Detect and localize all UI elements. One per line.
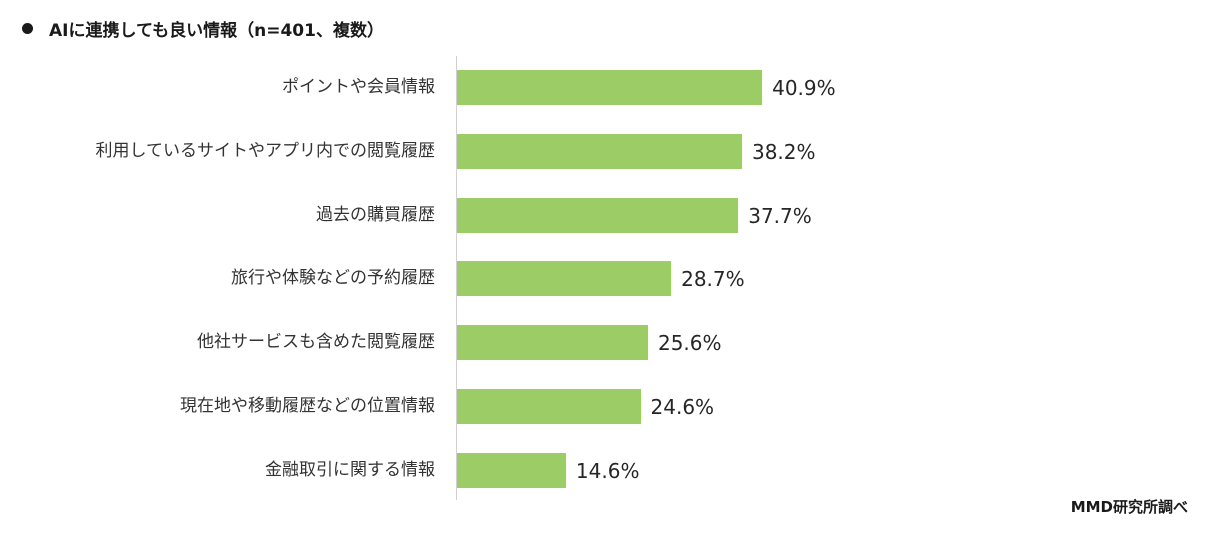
bar	[457, 325, 648, 360]
bar	[457, 453, 566, 488]
bar-row: 他社サービスも含めた閲覧履歴 25.6%	[0, 325, 1000, 360]
category-label: ポイントや会員情報	[282, 77, 435, 97]
category-label: 過去の購買履歴	[316, 205, 435, 225]
value-label: 25.6%	[657, 331, 722, 355]
bar-row: 現在地や移動履歴などの位置情報 24.6%	[0, 389, 1000, 424]
value-label: 24.6%	[650, 395, 715, 419]
bar-row: 過去の購買履歴 37.7%	[0, 198, 1000, 233]
bar-row: 利用しているサイトやアプリ内での閲覧履歴 38.2%	[0, 134, 1000, 169]
value-label: 38.2%	[751, 140, 816, 164]
bar-row: 金融取引に関する情報 14.6%	[0, 453, 1000, 488]
bar	[457, 134, 742, 169]
value-label: 14.6%	[575, 459, 640, 483]
category-label: 金融取引に関する情報	[265, 460, 435, 480]
bar-row: 旅行や体験などの予約履歴 28.7%	[0, 261, 1000, 296]
chart-title-text: AIに連携しても良い情報（n=401、複数）	[49, 21, 384, 41]
source-note: MMD研究所調べ	[1070, 498, 1188, 516]
category-label: 利用しているサイトやアプリ内での閲覧履歴	[95, 141, 436, 161]
value-label: 40.9%	[772, 76, 836, 100]
chart-title: AIに連携しても良い情報（n=401、複数）	[22, 16, 384, 41]
bar-row: ポイントや会員情報 40.9%	[0, 70, 1000, 105]
value-label: 37.7%	[748, 204, 812, 228]
bar	[457, 198, 739, 233]
bar	[457, 70, 763, 105]
bar	[457, 389, 641, 424]
category-label: 旅行や体験などの予約履歴	[231, 268, 435, 288]
category-label: 他社サービスも含めた閲覧履歴	[197, 332, 435, 352]
category-label: 現在地や移動履歴などの位置情報	[180, 396, 435, 416]
bullet-icon	[22, 23, 33, 34]
category-axis-line	[456, 56, 457, 500]
value-label: 28.7%	[681, 267, 745, 291]
bar	[457, 261, 672, 296]
